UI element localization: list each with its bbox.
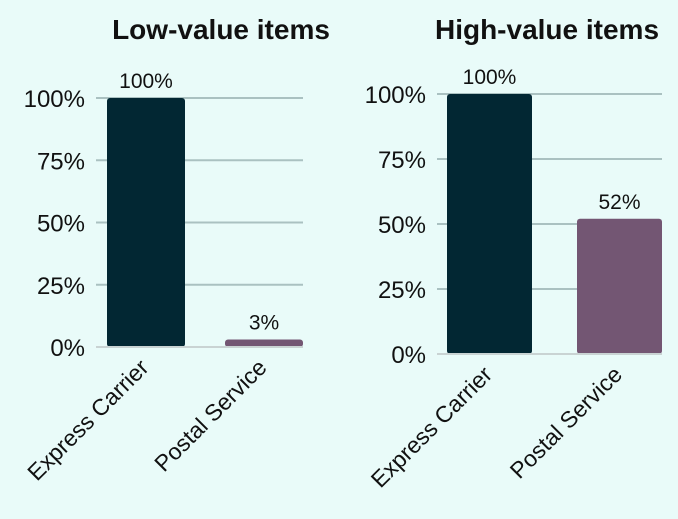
category-label: Express Carrier [22,354,154,486]
y-tick-label: 100% [365,82,426,109]
bar [447,94,532,354]
data-label: 100% [119,70,173,93]
y-tick-label: 75% [37,148,85,175]
category-label: Postal Service [149,354,271,476]
y-tick-label: 25% [37,273,85,300]
bar [107,98,185,347]
y-tick-label: 0% [50,335,85,362]
data-label: 100% [463,66,517,89]
y-tick-label: 75% [378,147,426,174]
y-tick-label: 50% [37,211,85,238]
category-label: Postal Service [505,361,627,483]
category-label: Express Carrier [366,361,498,493]
chart-panel-high-value: High-value items 0% 25% 50% 75% 100% 100% 52% E… [365,14,662,493]
y-tick-label: 50% [378,212,426,239]
y-tick-label: 100% [24,86,85,113]
bar [225,339,303,347]
y-tick-label: 0% [391,342,426,369]
bar [577,218,662,354]
chart-title: Low-value items [112,14,330,45]
data-label: 3% [249,312,279,335]
chart-title: High-value items [435,14,659,45]
chart-panel-low-value: Low-value items 0% 25% 50% 75% 100% 100% 3% Exp… [22,14,330,486]
y-tick-label: 25% [378,277,426,304]
data-label: 52% [598,191,640,214]
